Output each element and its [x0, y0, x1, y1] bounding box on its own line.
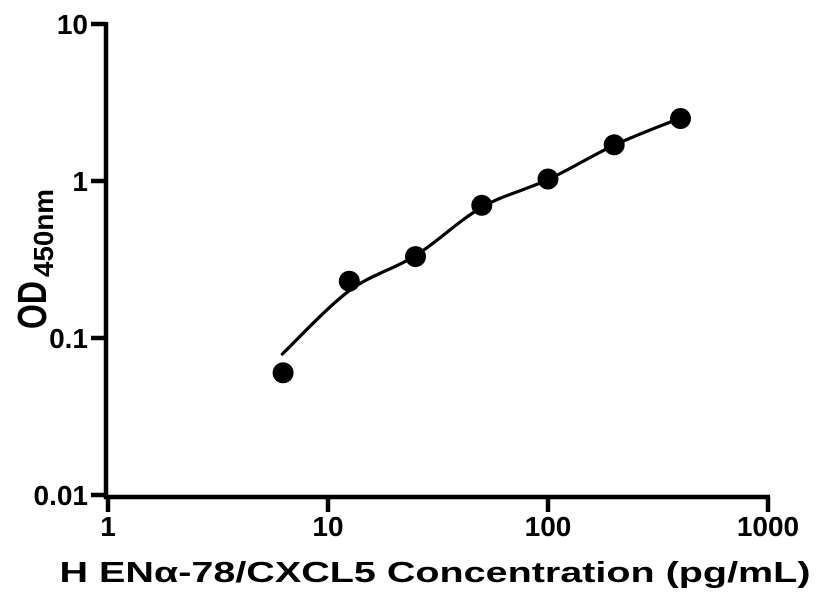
- axis-ticks: [91, 21, 771, 512]
- y-axis-title-subscript: 450nm: [28, 189, 59, 277]
- x-tick-label: 1000: [737, 511, 799, 542]
- x-tick-label: 100: [525, 511, 572, 542]
- data-point: [338, 270, 360, 292]
- data-point: [405, 246, 426, 268]
- data-point: [537, 168, 559, 190]
- axis-frame: [103, 22, 770, 500]
- data-point: [471, 194, 493, 216]
- y-tick-label: 1: [72, 166, 88, 197]
- x-tick-label: 1: [100, 511, 116, 542]
- y-tick-label: 0.1: [49, 323, 88, 354]
- x-axis-title: H ENα-78/CXCL5 Concentration (pg/mL): [60, 557, 811, 589]
- data-point: [670, 108, 691, 129]
- x-tick-label: 10: [312, 511, 343, 542]
- y-tick-label: 10: [57, 9, 88, 40]
- fit-curve-line: [280, 116, 683, 356]
- y-axis-title-main: OD: [9, 281, 55, 329]
- data-points: [272, 108, 691, 384]
- data-point: [272, 362, 294, 384]
- y-tick-label: 0.01: [34, 480, 89, 511]
- data-point: [603, 134, 625, 156]
- axis-tick-labels: 1 10 100 1000 10 1 0.1 0.01: [34, 9, 800, 542]
